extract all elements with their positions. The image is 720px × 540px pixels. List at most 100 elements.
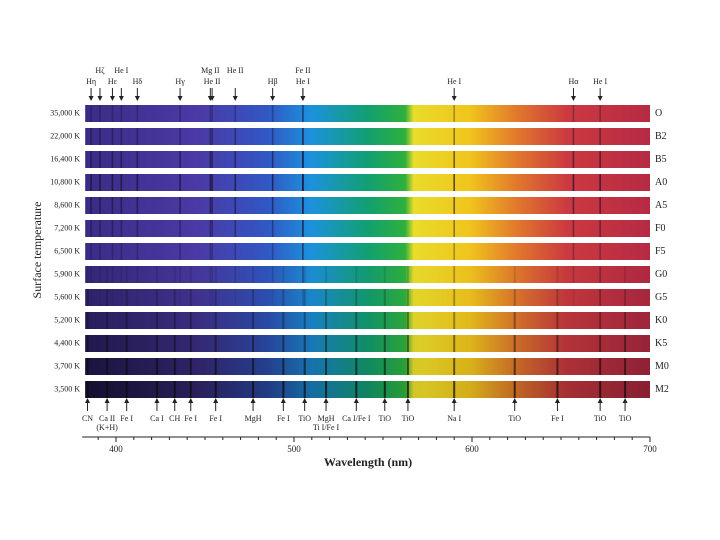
- cool-shading: [85, 358, 651, 375]
- absorption-line: [120, 243, 123, 260]
- absorption-line: [252, 358, 255, 375]
- absorption-line: [406, 289, 409, 306]
- arrow-head: [302, 398, 308, 403]
- absorption-line: [90, 105, 92, 122]
- class-label: B2: [655, 131, 667, 142]
- absorption-line: [209, 105, 212, 122]
- absorption-line: [599, 289, 601, 306]
- absorption-line: [252, 266, 255, 283]
- absorption-line: [302, 197, 304, 214]
- line-label-top: Hβ: [268, 77, 278, 86]
- arrow-head: [250, 398, 256, 403]
- absorption-line: [556, 266, 559, 283]
- absorption-line: [214, 381, 217, 398]
- y-axis-label: Surface temperature: [30, 202, 44, 299]
- line-label-bottom: Fe I: [551, 414, 564, 423]
- temperature-label: 5,900 K: [54, 269, 80, 278]
- line-label-bottom: MgH: [245, 414, 262, 423]
- line-label-bottom: Fe I: [120, 414, 133, 423]
- absorption-line: [125, 381, 128, 398]
- absorption-line: [282, 266, 285, 283]
- absorption-line: [120, 266, 123, 283]
- absorption-line: [155, 335, 158, 352]
- arrow-head: [323, 398, 329, 403]
- line-label-bottom: Fe I: [184, 414, 197, 423]
- class-label: O: [655, 108, 662, 119]
- absorption-line: [209, 151, 212, 168]
- absorption-line: [120, 197, 123, 214]
- line-label-top: He I: [447, 77, 461, 86]
- absorption-line: [406, 335, 409, 352]
- x-tick-label: 400: [109, 444, 123, 454]
- absorption-line: [252, 381, 255, 398]
- class-label: M2: [655, 384, 669, 395]
- absorption-line: [155, 266, 158, 283]
- absorption-line: [383, 381, 386, 398]
- line-label-bottom: TiO: [619, 414, 632, 423]
- absorption-line: [302, 289, 304, 306]
- arrow-head: [104, 398, 110, 403]
- line-label-top: Hη: [86, 77, 96, 86]
- absorption-line: [355, 381, 358, 398]
- absorption-line: [383, 312, 386, 329]
- absorption-line: [453, 174, 455, 191]
- absorption-line: [214, 335, 217, 352]
- spectrum-strip: [85, 151, 651, 168]
- absorption-line: [599, 174, 601, 191]
- line-label-top: Hα: [568, 77, 579, 86]
- arrow-head: [597, 398, 603, 403]
- absorption-line: [136, 128, 139, 145]
- absorption-line: [136, 197, 139, 214]
- absorption-line: [302, 289, 304, 306]
- absorption-line: [572, 151, 575, 168]
- absorption-line: [302, 266, 304, 283]
- absorption-line: [271, 151, 274, 168]
- absorption-line: [106, 358, 109, 375]
- line-label-bottom: Ca I: [150, 414, 164, 423]
- absorption-line: [572, 197, 575, 214]
- absorption-line: [111, 197, 114, 214]
- absorption-line: [99, 197, 101, 214]
- spectrum-strip: [85, 105, 651, 122]
- absorption-line: [453, 105, 455, 122]
- arrow-head: [300, 96, 306, 101]
- absorption-line: [453, 266, 456, 283]
- absorption-line: [90, 289, 92, 306]
- absorption-line: [513, 312, 516, 329]
- absorption-line: [624, 289, 627, 306]
- absorption-line: [99, 266, 101, 283]
- absorption-line: [86, 289, 89, 306]
- arrow-head: [85, 398, 91, 403]
- absorption-line: [303, 289, 306, 306]
- absorption-line: [173, 266, 176, 283]
- line-label-top: Fe II: [295, 66, 311, 75]
- absorption-line: [572, 128, 575, 145]
- absorption-line: [355, 312, 358, 329]
- arrow-head: [554, 398, 560, 403]
- absorption-line: [189, 358, 192, 375]
- line-label-top: He II: [204, 77, 221, 86]
- absorption-line: [599, 197, 601, 214]
- line-label-bottom: TiO: [298, 414, 311, 423]
- absorption-line: [453, 243, 455, 260]
- absorption-line: [99, 174, 101, 191]
- arrow-head: [134, 96, 140, 101]
- absorption-line: [453, 128, 455, 145]
- absorption-line: [90, 220, 92, 237]
- absorption-line: [282, 312, 285, 329]
- absorption-line: [302, 174, 304, 191]
- absorption-line: [90, 128, 92, 145]
- absorption-line: [234, 128, 237, 145]
- absorption-line: [179, 197, 181, 214]
- arrow-head: [570, 96, 576, 101]
- absorption-line: [173, 381, 176, 398]
- class-label: K5: [655, 338, 667, 349]
- absorption-line: [599, 266, 601, 283]
- temperature-label: 3,700 K: [54, 361, 80, 370]
- absorption-line: [599, 151, 601, 168]
- absorption-line: [106, 266, 109, 283]
- absorption-line: [234, 151, 237, 168]
- absorption-line: [125, 358, 128, 375]
- absorption-line: [572, 174, 575, 191]
- absorption-line: [406, 312, 409, 329]
